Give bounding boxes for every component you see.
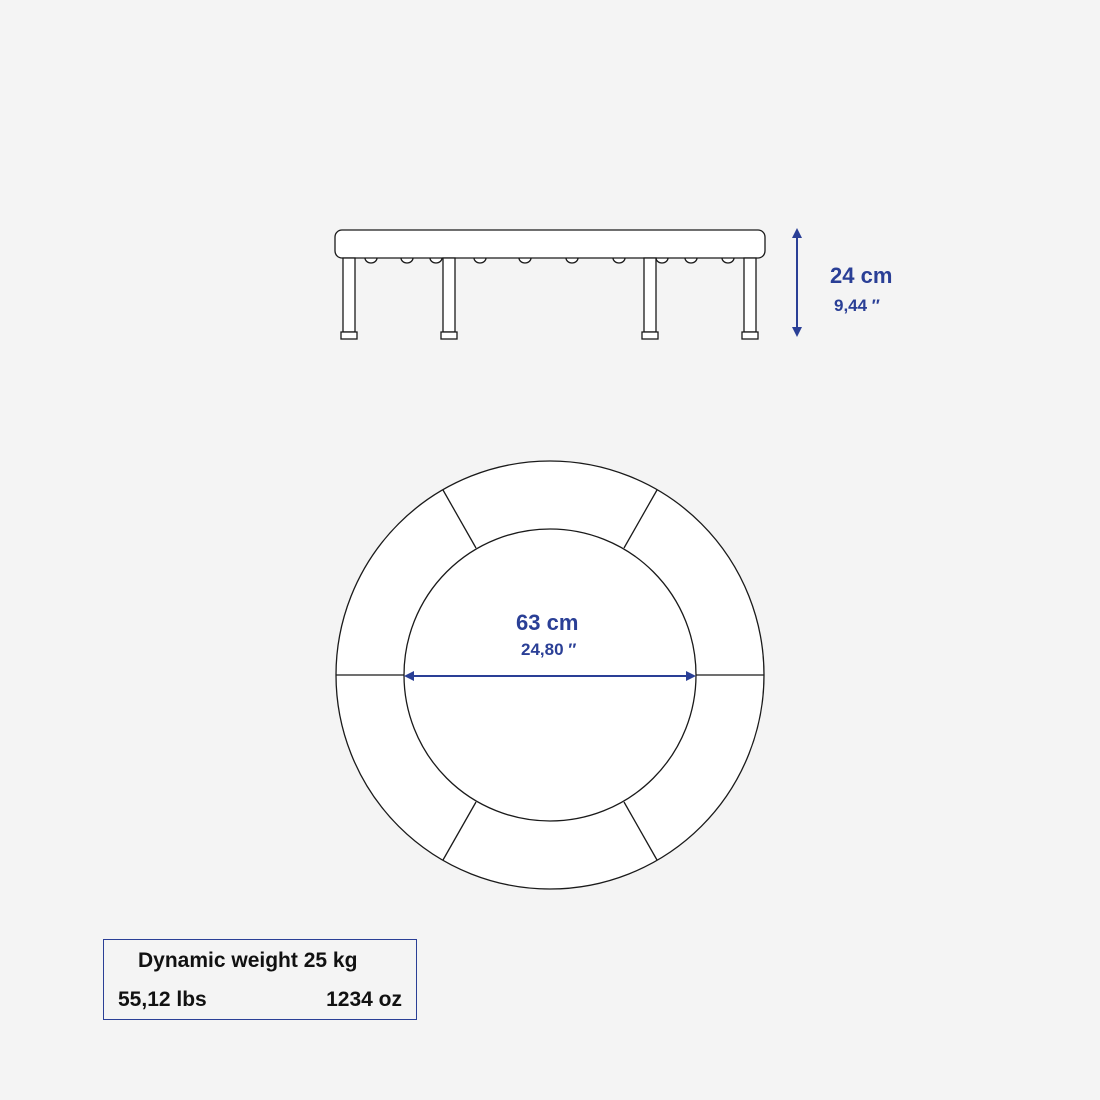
diameter-metric: 63 cm: [516, 610, 579, 635]
legs: [340, 257, 759, 340]
weight-oz: 1234 oz: [326, 988, 402, 1011]
diameter-imperial: 24,80 ″: [521, 640, 577, 659]
side-view: [334, 229, 766, 340]
weight-title: Dynamic weight 25 kg: [138, 949, 358, 972]
bumps: [364, 257, 735, 264]
weight-box: Dynamic weight 25 kg 55,12 lbs 1234 oz: [103, 939, 417, 1020]
weight-lbs: 55,12 lbs: [118, 988, 207, 1011]
height-imperial: 9,44 ″: [834, 296, 880, 315]
frame-top: [334, 229, 766, 259]
height-metric: 24 cm: [830, 263, 893, 288]
